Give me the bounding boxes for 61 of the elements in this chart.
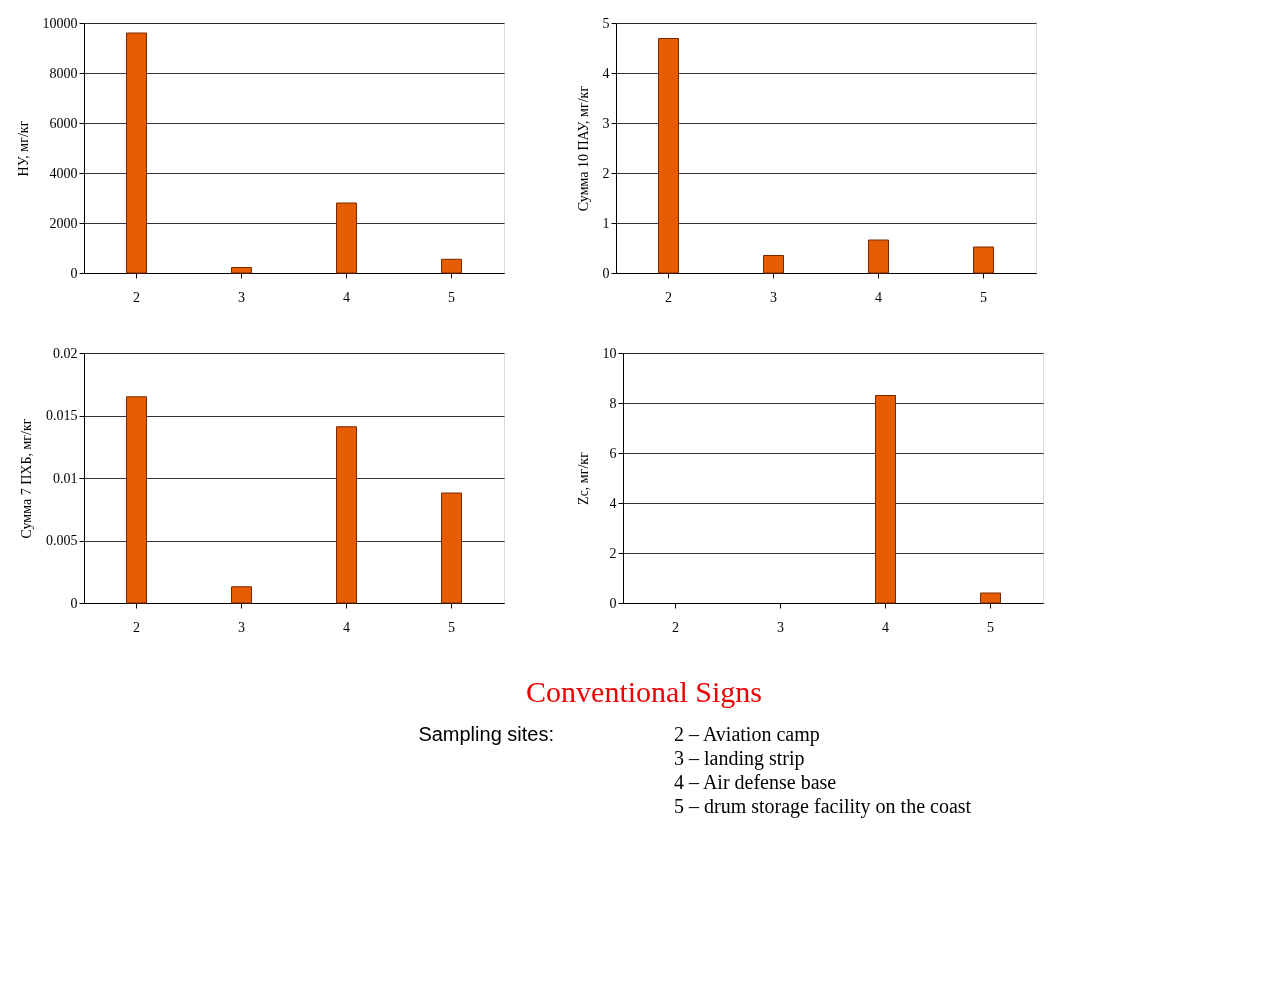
- y-tick-label: 1: [602, 215, 610, 231]
- bar: [441, 258, 462, 274]
- bar: [126, 32, 147, 274]
- text: 5 – drum storage facility on the coast: [674, 795, 972, 818]
- text: Sampling sites:: [418, 723, 554, 745]
- y-tick-label: 0: [602, 265, 610, 281]
- y-axis-title: НУ, мг/кг: [15, 120, 31, 177]
- y-tick-label: 0.02: [53, 345, 78, 361]
- bar: [231, 267, 252, 274]
- bar: [973, 246, 994, 274]
- x-tick-label: 3: [770, 289, 777, 305]
- y-tick-label: 0.015: [46, 408, 78, 423]
- x-tick-label: 5: [448, 289, 455, 305]
- y-axis-title: Zc, мг/кг: [575, 451, 591, 505]
- x-tick-label: 2: [133, 289, 140, 305]
- y-tick-label: 8: [609, 395, 617, 411]
- y-tick-label: 0.005: [46, 533, 78, 548]
- x-tick-label: 4: [875, 289, 882, 305]
- x-tick-label: 4: [343, 619, 350, 635]
- x-tick-label: 2: [133, 619, 140, 635]
- bar: [658, 38, 679, 274]
- bar: [441, 492, 462, 604]
- bar: [126, 396, 147, 604]
- y-tick-label: 2000: [49, 215, 78, 231]
- y-tick-label: 2: [602, 165, 610, 181]
- x-tick-label: 5: [987, 619, 994, 635]
- y-tick-label: 5: [602, 15, 610, 31]
- x-tick-label: 2: [672, 619, 679, 635]
- x-tick-label: 4: [343, 289, 350, 305]
- text: 3 – landing strip: [674, 747, 805, 770]
- bar: [231, 586, 252, 604]
- text: 4 – Air defense base: [674, 771, 837, 793]
- x-tick-label: 3: [238, 289, 245, 305]
- x-tick-label: 5: [980, 289, 987, 305]
- x-tick-label: 5: [448, 619, 455, 635]
- y-tick-label: 0.01: [53, 470, 78, 486]
- y-tick-label: 10000: [42, 15, 78, 31]
- y-tick-label: 4000: [49, 165, 78, 181]
- y-axis-title: Сумма 7 ПХБ, мг/кг: [19, 418, 34, 539]
- bar: [868, 239, 889, 274]
- bar: [763, 255, 784, 274]
- y-axis-title: Сумма 10 ПАУ, мг/кг: [575, 85, 591, 212]
- y-tick-label: 0: [70, 265, 78, 281]
- bar: [336, 426, 357, 604]
- bar: [336, 202, 357, 274]
- y-tick-label: 10: [602, 345, 617, 361]
- y-tick-label: 2: [609, 545, 617, 561]
- text: 2 – Aviation camp: [674, 723, 820, 746]
- text: Conventional Signs: [526, 675, 762, 708]
- y-tick-label: 8000: [49, 65, 78, 81]
- y-tick-label: 4: [609, 495, 617, 511]
- x-tick-label: 4: [882, 619, 889, 635]
- y-tick-label: 3: [602, 115, 610, 131]
- x-tick-label: 3: [777, 619, 784, 635]
- x-tick-label: 3: [238, 619, 245, 635]
- x-tick-label: 2: [665, 289, 672, 305]
- y-tick-label: 0: [609, 595, 617, 611]
- y-tick-label: 6000: [49, 115, 78, 131]
- y-tick-label: 4: [602, 65, 610, 81]
- y-tick-label: 0: [70, 595, 78, 611]
- y-tick-label: 6: [609, 445, 617, 461]
